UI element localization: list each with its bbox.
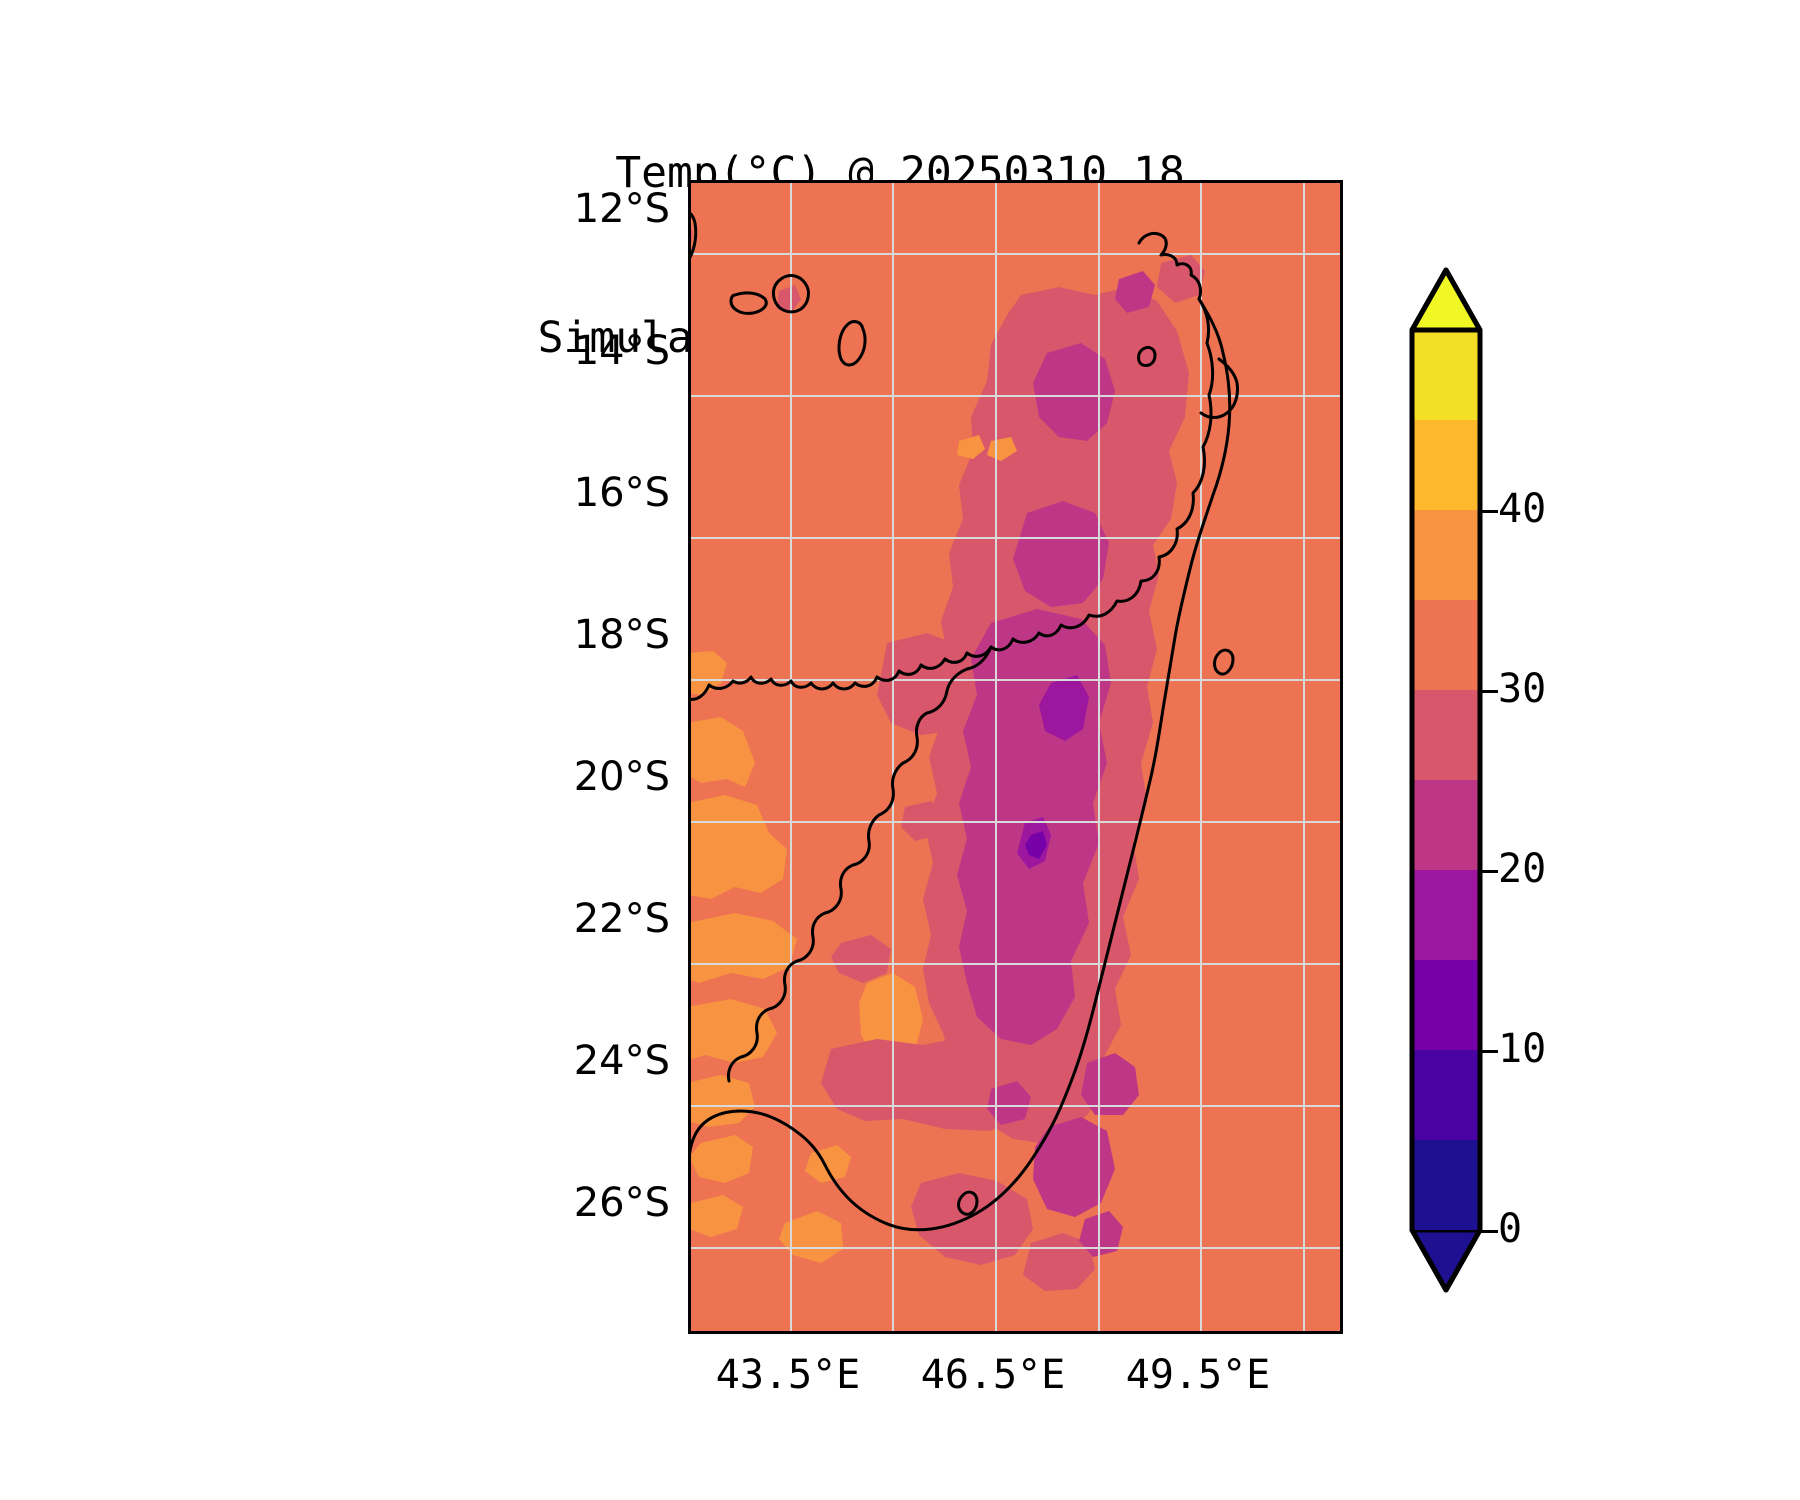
y-tick-label-20S: 20°S — [573, 754, 670, 800]
coastline-grande-comore — [691, 212, 698, 259]
coastline-islet-east — [1213, 648, 1235, 676]
colorbar-band-40-45 — [1412, 330, 1480, 420]
colorbar-tick-label-20: 20 — [1498, 846, 1547, 892]
gridline-layer — [691, 183, 1340, 1331]
coastline-islet-south — [957, 1190, 979, 1216]
coastline-nosy-be — [1137, 345, 1157, 367]
map-axes[interactable] — [688, 180, 1343, 1334]
colorbar-extend-high-arrow — [1409, 267, 1483, 333]
colorbar-svg — [1409, 267, 1483, 1293]
contour-band-5-10 — [1025, 831, 1047, 859]
x-tick-label-43.5E: 43.5°E — [715, 1352, 861, 1398]
colorbar-tick-label-40: 40 — [1498, 486, 1547, 532]
colorbar-band-20-25 — [1412, 690, 1480, 780]
y-tick-label-18S: 18°S — [573, 612, 670, 658]
contour-fill-layer — [691, 228, 1205, 1291]
y-tick-label-16S: 16°S — [573, 470, 670, 516]
coastline-anjouan — [771, 274, 810, 314]
coastline-east — [823, 297, 1232, 1232]
colorbar-band-35-40 — [1412, 420, 1480, 510]
y-tick-label-12S: 12°S — [573, 186, 670, 232]
colorbar-tickmark-40 — [1480, 510, 1498, 513]
y-tick-label-26S: 26°S — [573, 1180, 670, 1226]
contour-patch-bay-orange — [957, 435, 1017, 461]
colorbar-tickmark-0 — [1480, 1230, 1498, 1233]
colorbar-band-30-35 — [1412, 510, 1480, 600]
coastline-northwest-bays — [727, 645, 993, 1083]
colorbar-extend-low-arrow — [1409, 1227, 1483, 1293]
colorbar-tickmark-10 — [1480, 1050, 1498, 1053]
colorbar-band-5-10 — [1412, 960, 1480, 1050]
colorbar-tickmark-30 — [1480, 690, 1498, 693]
x-tick-label-49.5E: 49.5°E — [1125, 1352, 1271, 1398]
colorbar-tick-label-30: 30 — [1498, 666, 1547, 712]
colorbar-band-0-5 — [1412, 1050, 1480, 1140]
y-tick-label-14S: 14°S — [573, 328, 670, 374]
contour-band-30-35-inland — [835, 917, 971, 1113]
colorbar[interactable]: 0 10 20 30 40 — [1400, 150, 1760, 1310]
colorbar-band-10-15 — [1412, 870, 1480, 960]
colorbar-bands — [1409, 267, 1483, 1293]
colorbar-band-15-20 — [1412, 780, 1480, 870]
coastline-moheli — [729, 291, 768, 315]
coastline-layer — [691, 212, 1239, 1232]
contour-band-north-tip — [1115, 271, 1155, 313]
coastline-mayotte — [837, 320, 867, 367]
y-tick-label-22S: 22°S — [573, 896, 670, 942]
coastline-masoala — [1199, 357, 1239, 419]
colorbar-tickmark-20 — [1480, 870, 1498, 873]
contour-patch-comoro-rose — [691, 228, 693, 244]
colorbar-tick-label-10: 10 — [1498, 1026, 1547, 1072]
contour-patch-mayotte-rose — [777, 285, 801, 313]
colorbar-tick-label-0: 0 — [1498, 1206, 1523, 1252]
x-tick-label-46.5E: 46.5°E — [920, 1352, 1066, 1398]
colorbar-band--5-0 — [1412, 1140, 1480, 1230]
colorbar-band-25-30 — [1412, 600, 1480, 690]
contour-band-30-35 — [691, 651, 851, 1263]
coastline-south — [691, 1109, 827, 1167]
temperature-contour-map — [691, 183, 1340, 1331]
y-tick-label-24S: 24°S — [573, 1038, 670, 1084]
